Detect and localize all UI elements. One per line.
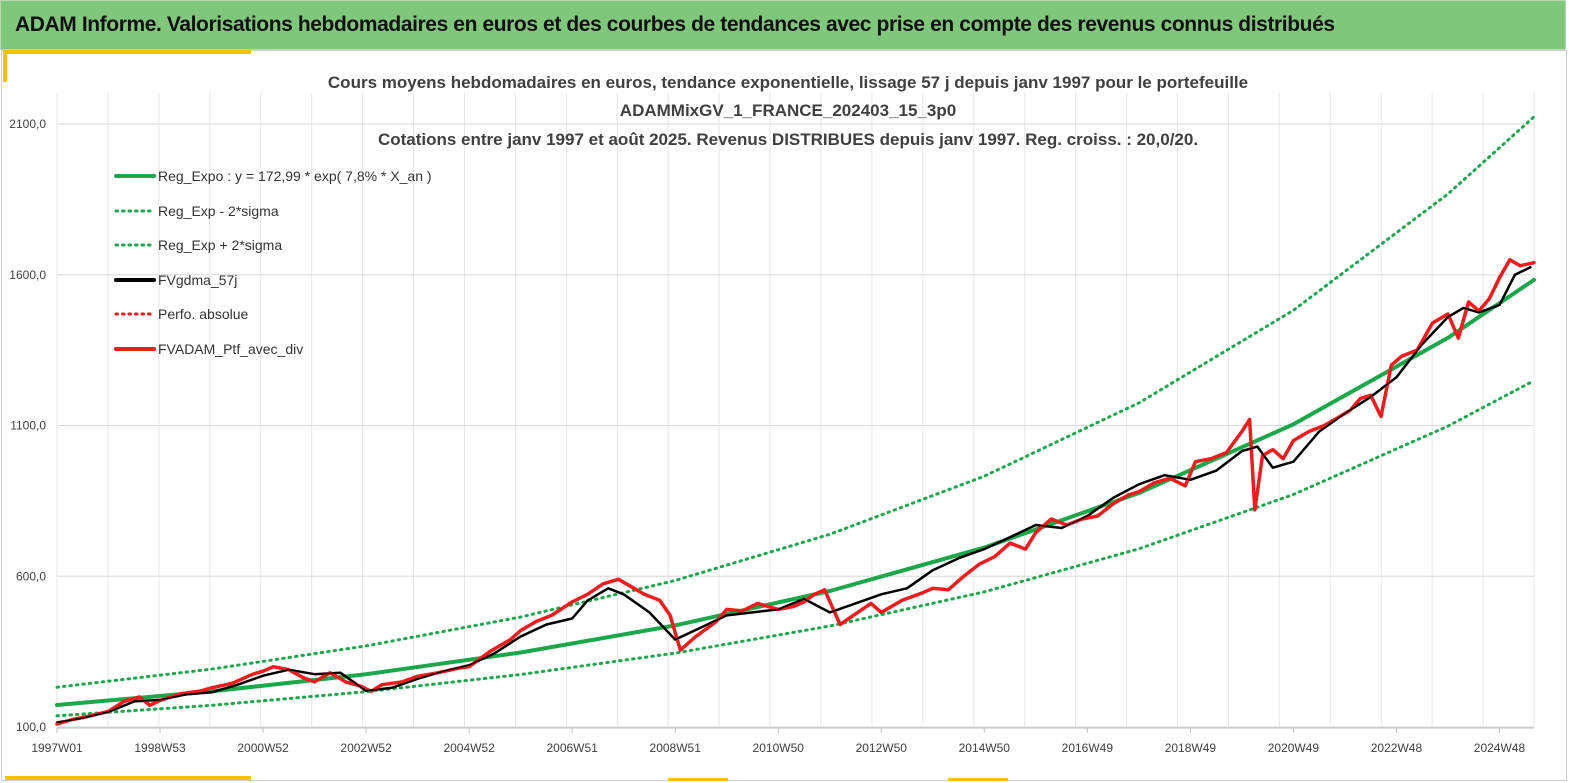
series-line-3 <box>55 265 1532 724</box>
series-line-smooth-overlay <box>56 266 1531 724</box>
series-line-5 <box>55 257 1536 726</box>
x-tick-label: 2018W49 <box>1165 741 1217 755</box>
y-tick-label: 600,0 <box>16 569 46 583</box>
chart-frame <box>1 50 1567 781</box>
legend-label: FVADAM_Ptf_avec_div <box>158 341 303 357</box>
y-tick-label: 1100,0 <box>10 419 46 433</box>
x-tick-label: 2012W50 <box>856 741 908 755</box>
x-tick-label: 2020W49 <box>1268 741 1320 755</box>
chart-title-line-1: Cours moyens hebdomadaires en euros, ten… <box>328 73 1248 92</box>
x-tick-label: 2024W48 <box>1474 741 1526 755</box>
gold-accent-bottom-2 <box>668 778 728 781</box>
x-tick-label: 1997W01 <box>31 741 83 755</box>
gold-accent-top <box>5 50 251 54</box>
gold-accent-left <box>3 50 7 82</box>
series <box>55 115 1536 726</box>
banner-title: ADAM Informe. Valorisations hebdomadaire… <box>15 13 1335 36</box>
x-tick-label: 2000W52 <box>237 741 289 755</box>
gold-accent-bottom <box>5 776 251 780</box>
y-tick-label: 100,0 <box>16 720 46 734</box>
x-tick-label: 1998W53 <box>134 741 186 755</box>
legend: Reg_Expo : y = 172,99 * exp( 7,8% * X_an… <box>114 168 432 357</box>
chart-title-line-3: Cotations entre janv 1997 et août 2025. … <box>378 130 1198 149</box>
axes: 100,0 600,0 1100,0 1600,0 2100,0 1997W01 1998W… <box>9 117 1534 755</box>
x-tick-label: 2006W51 <box>546 741 598 755</box>
x-tick-label: 2002W52 <box>340 741 392 755</box>
y-tick-label: 1600,0 <box>9 268 46 282</box>
y-tick-label: 2100,0 <box>9 117 46 131</box>
legend-label: FVgdma_57j <box>158 272 237 288</box>
x-tick-label: 2014W50 <box>959 741 1011 755</box>
x-tick-label: 2022W48 <box>1371 741 1423 755</box>
legend-label: Reg_Exp + 2*sigma <box>158 237 282 253</box>
series-line-2 <box>55 115 1536 689</box>
chart-title-line-2: ADAMMixGV_1_FRANCE_202403_15_3p0 <box>620 101 956 120</box>
legend-label: Perfo. absolue <box>158 306 248 322</box>
legend-label: Reg_Exp - 2*sigma <box>158 203 279 219</box>
x-tick-label: 2004W52 <box>443 741 495 755</box>
chart-title: Cours moyens hebdomadaires en euros, ten… <box>328 73 1248 149</box>
legend-label: Reg_Expo : y = 172,99 * exp( 7,8% * X_an… <box>158 168 432 184</box>
gold-accent-bottom-3 <box>948 778 1008 781</box>
grid <box>56 93 1535 728</box>
x-tick-label: 2016W49 <box>1062 741 1114 755</box>
series-line-1 <box>55 379 1536 718</box>
x-tick-label: 2008W51 <box>650 741 702 755</box>
x-tick-label: 2010W50 <box>753 741 805 755</box>
banner: ADAM Informe. Valorisations hebdomadaire… <box>0 0 1566 50</box>
